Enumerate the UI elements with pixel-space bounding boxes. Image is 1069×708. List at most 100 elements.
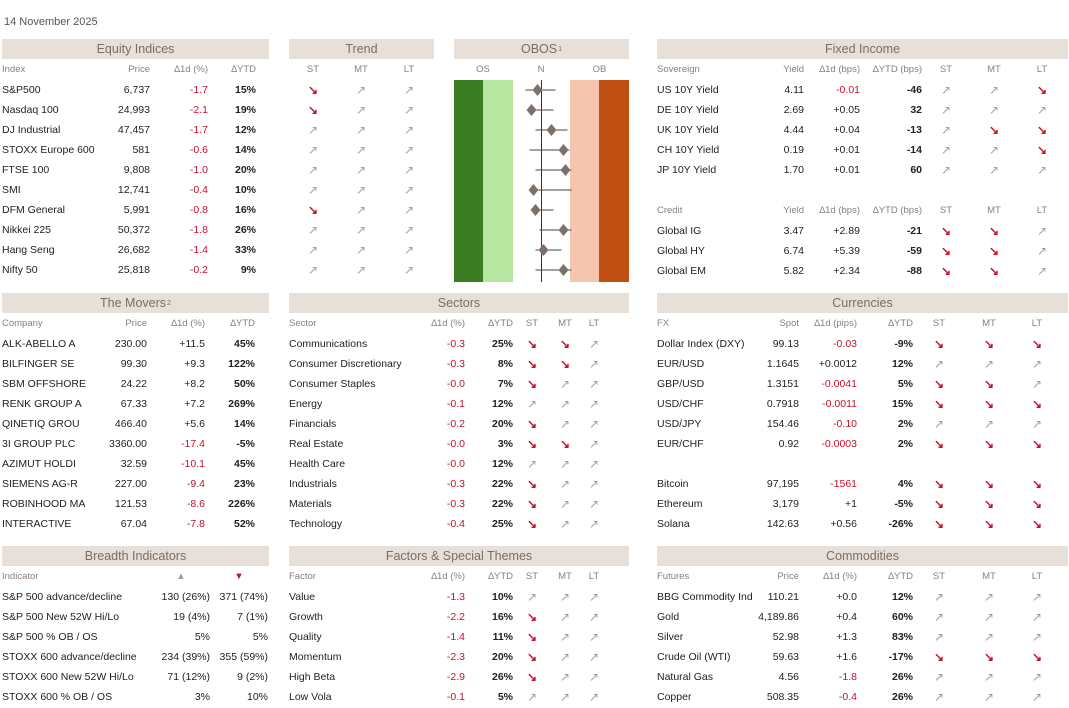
column-header: ST <box>525 571 539 582</box>
bond-name: Global EM <box>657 265 707 277</box>
trend-up-arrow-icon: ↗ <box>933 590 945 604</box>
fx-change-1d: -0.0041 <box>821 378 857 390</box>
trend-cell: ↘ <box>513 611 551 624</box>
trend-up-arrow-icon: ↗ <box>1031 377 1043 391</box>
table-row: S&P 500 % OB / OS 5% 5% <box>2 627 269 647</box>
fx-change-1d: -0.0011 <box>822 398 857 410</box>
trend-cell: ↗ <box>551 611 579 624</box>
trend-cell: ↗ <box>579 418 609 431</box>
mover-price: 227.00 <box>114 478 147 490</box>
trend-down-arrow-icon: ↘ <box>940 244 952 258</box>
column-header: LT <box>1031 571 1043 582</box>
trend-up-arrow-icon: ↗ <box>940 83 952 97</box>
column-header: Sovereign <box>657 64 700 75</box>
trend-down-arrow-icon: ↘ <box>559 437 571 451</box>
trend-up-arrow-icon: ↗ <box>355 243 367 257</box>
trend-up-arrow-icon: ↗ <box>355 263 367 277</box>
panel-title: Currencies <box>832 296 893 310</box>
trend-down-arrow-icon: ↘ <box>933 377 945 391</box>
trend-up-arrow-icon: ↗ <box>526 397 538 411</box>
os-dark-band <box>454 80 483 282</box>
bond-change-1d: +5.39 <box>833 245 860 257</box>
index-change-ytd: 14% <box>234 144 256 156</box>
trend-cell: ↗ <box>579 398 609 411</box>
sector-change-1d: -0.2 <box>446 418 465 430</box>
trend-cell: ↘ <box>513 671 551 684</box>
bond-change-ytd: -88 <box>906 265 922 277</box>
trend-down-arrow-icon: ↘ <box>1031 437 1043 451</box>
fx-spot: 0.7918 <box>766 398 799 410</box>
trend-cell: ↗ <box>551 418 579 431</box>
trend-cell: ↘ <box>289 84 337 97</box>
index-change-ytd: 16% <box>234 204 256 216</box>
table-row: Energy -0.1 12% ↗ ↗ ↗ <box>289 394 629 414</box>
index-price: 6,737 <box>123 84 150 96</box>
trend-up-arrow-icon: ↗ <box>1031 670 1043 684</box>
trend-cell: ↗ <box>1013 378 1061 391</box>
mover-price: 32.59 <box>120 458 147 470</box>
trend-cell: ↗ <box>1018 245 1066 258</box>
index-change-1d: -1.0 <box>189 164 208 176</box>
trend-cell: ↗ <box>551 378 579 391</box>
table-row: 3I GROUP PLC 3360.00 -17.4 -5% <box>2 434 269 454</box>
index-price: 24,993 <box>117 104 150 116</box>
trend-cell: ↘ <box>1013 398 1061 411</box>
trend-down-arrow-icon: ↘ <box>933 397 945 411</box>
trend-cell: ↗ <box>579 611 609 624</box>
trend-cell: ↘ <box>513 478 551 491</box>
os-light-band <box>483 80 513 282</box>
trend-row: ↗ ↗ ↗ <box>289 220 434 240</box>
commodity-price: 110.21 <box>767 591 799 603</box>
index-price: 9,808 <box>123 164 150 176</box>
trend-down-arrow-icon: ↘ <box>559 337 571 351</box>
trend-up-arrow-icon: ↗ <box>933 670 945 684</box>
sector-change-1d: -0.3 <box>446 478 465 490</box>
trend-cell: ↗ <box>551 478 579 491</box>
index-change-ytd: 19% <box>234 104 256 116</box>
fx-change-1d: -0.03 <box>833 338 857 350</box>
trend-up-arrow-icon: ↗ <box>1036 103 1048 117</box>
fixed-income-panel: Fixed Income Sovereign Yield ∆1d (bps) ∆YTD … <box>657 39 1068 281</box>
table-row: S&P 500 New 52W Hi/Lo 19 (4%) 7 (1%) <box>2 607 269 627</box>
trend-down-arrow-icon: ↘ <box>933 437 945 451</box>
trend-up-arrow-icon: ↗ <box>559 610 571 624</box>
trend-up-arrow-icon: ↗ <box>403 243 415 257</box>
trend-up-arrow-icon: ↗ <box>403 183 415 197</box>
sector-name: Consumer Staples <box>289 378 376 390</box>
table-row: STOXX 600 advance/decline 234 (39%) 355 (5… <box>2 647 269 667</box>
trend-cell: ↗ <box>289 224 337 237</box>
fx-name: USD/CHF <box>657 398 704 410</box>
factor-change-ytd: 11% <box>492 631 513 643</box>
fx-change-ytd: 5% <box>897 378 913 390</box>
spacer <box>657 180 1068 200</box>
column-header: ∆1d (%) <box>174 64 208 75</box>
trend-cell: ↗ <box>965 631 1013 644</box>
trend-up-arrow-icon: ↗ <box>588 457 600 471</box>
mover-change-1d: +5.6 <box>184 418 205 430</box>
trend-down-arrow-icon: ↘ <box>933 517 945 531</box>
column-header: ∆1d (%) <box>823 571 857 582</box>
index-name: Hang Seng <box>2 244 55 256</box>
index-change-1d: -1.8 <box>189 224 208 236</box>
trend-up-arrow-icon: ↗ <box>983 417 995 431</box>
decline-triangle-icon: ▼ <box>234 571 244 582</box>
table-row: Health Care -0.0 12% ↗ ↗ ↗ <box>289 454 629 474</box>
trend-cell: ↘ <box>913 438 965 451</box>
factor-name: Growth <box>289 611 323 623</box>
trend-up-arrow-icon: ↗ <box>307 243 319 257</box>
trend-up-arrow-icon: ↗ <box>588 437 600 451</box>
fx-spot: 142.63 <box>766 518 799 530</box>
sector-name: Energy <box>289 398 323 410</box>
table-row: STOXX Europe 600 581 -0.6 14% <box>2 140 269 160</box>
trend-cell: ↗ <box>289 264 337 277</box>
bond-name: DE 10Y Yield <box>657 104 719 116</box>
bond-yield: 4.44 <box>783 124 804 136</box>
column-header: LT <box>403 64 415 75</box>
bond-change-1d: +2.34 <box>833 265 860 277</box>
trend-cell: ↘ <box>1013 478 1061 491</box>
table-row: Nifty 50 25,818 -0.2 9% <box>2 260 269 280</box>
column-header: MT <box>558 318 572 329</box>
sector-change-1d: -0.0 <box>446 458 465 470</box>
trend-cell: ↘ <box>970 265 1018 278</box>
movers-panel: The Movers 2 Company Price ∆1d (%) ∆YTD ALK-AB… <box>2 293 269 534</box>
